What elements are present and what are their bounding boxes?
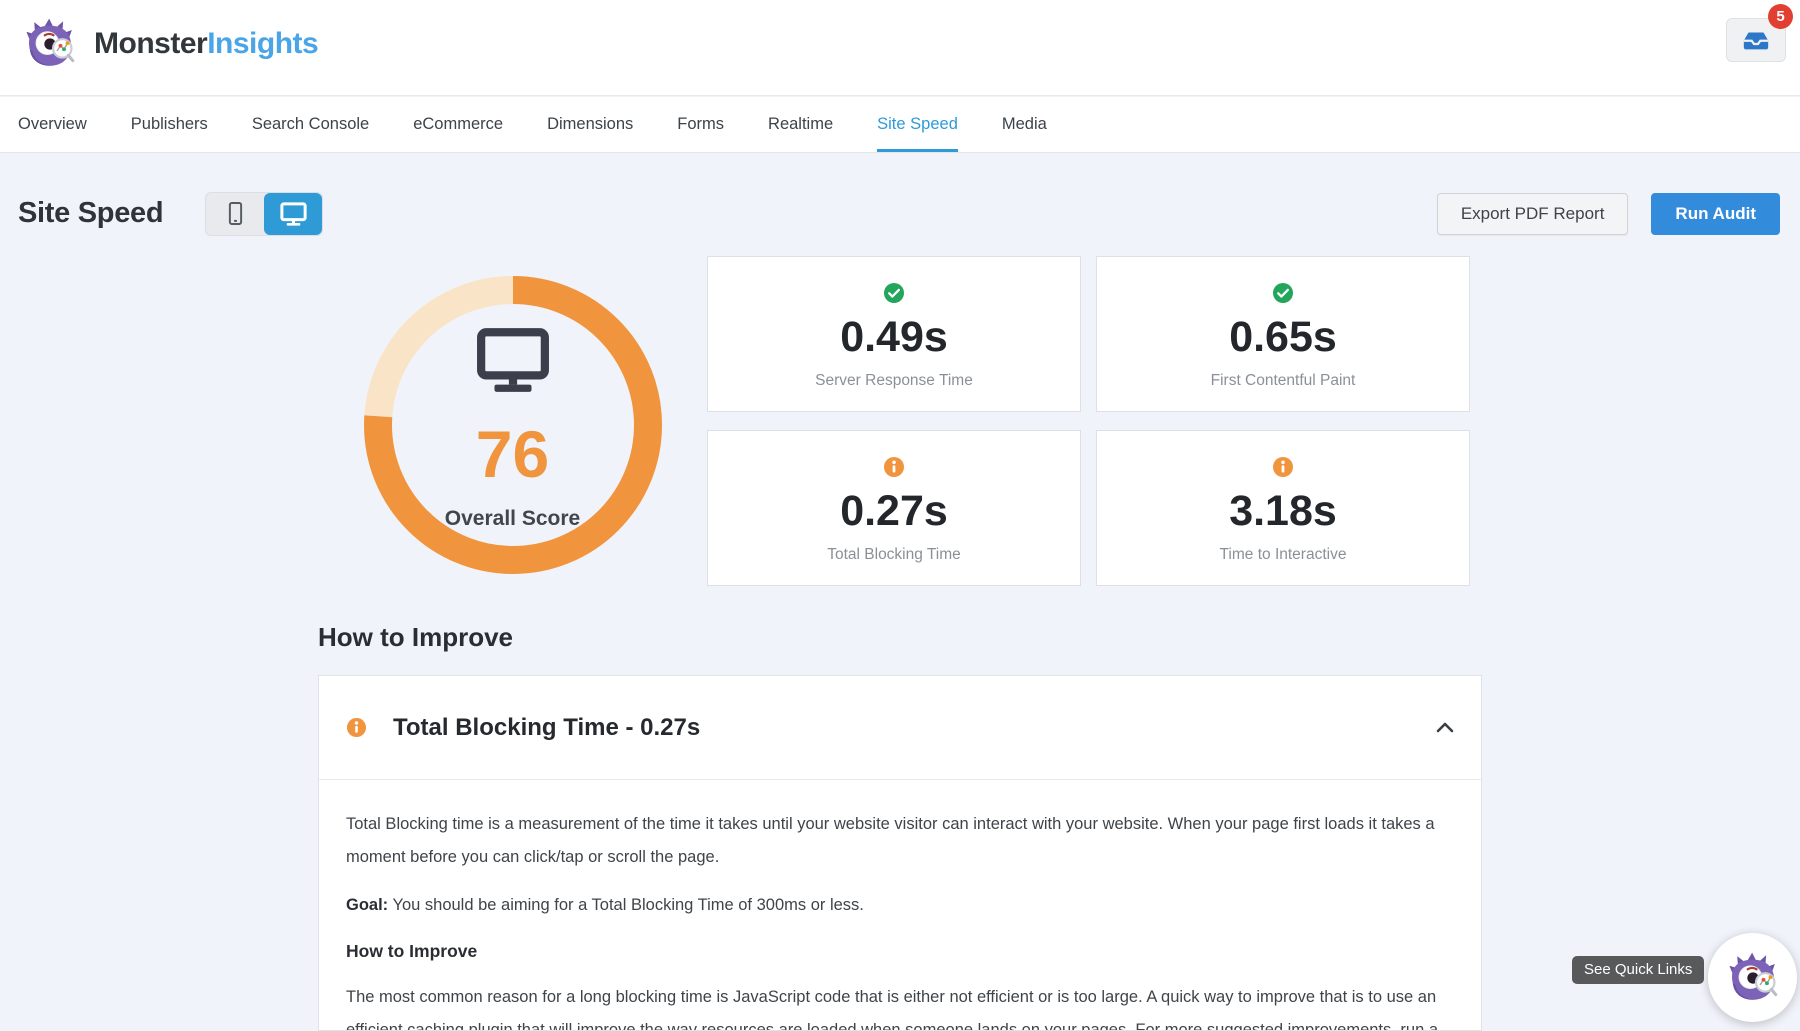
metric-label: Server Response Time: [815, 371, 973, 389]
inbox-icon: [1741, 29, 1771, 52]
brand-word-primary: Monster: [94, 27, 208, 60]
desktop-monitor-icon: [280, 202, 307, 226]
metric-label: First Contentful Paint: [1210, 371, 1356, 389]
metric-card-time-to-interactive: 3.18s Time to Interactive: [1096, 430, 1470, 586]
overall-score-value: 76: [475, 417, 550, 491]
info-circle-icon: [883, 456, 905, 478]
score-ring: [363, 276, 662, 574]
app-header: MonsterInsights 5: [0, 0, 1800, 96]
device-toggle: [205, 191, 324, 236]
metric-value: 0.49s: [840, 313, 948, 362]
site-speed-overview: 76 Overall Score 0.49s Server Response T…: [318, 256, 1482, 586]
notification-count-badge: 5: [1768, 4, 1793, 29]
quick-links-button[interactable]: [1708, 933, 1797, 1022]
metric-label: Total Blocking Time: [827, 545, 961, 563]
tab-ecommerce[interactable]: eCommerce: [413, 115, 504, 133]
desktop-monitor-icon: [476, 327, 550, 393]
desktop-toggle-button[interactable]: [264, 192, 323, 235]
accordion-title: Total Blocking Time - 0.27s: [393, 713, 701, 741]
tab-dimensions[interactable]: Dimensions: [547, 115, 634, 133]
tab-overview[interactable]: Overview: [18, 115, 87, 133]
metric-card-server-response: 0.49s Server Response Time: [707, 256, 1081, 412]
brand-word-secondary: Insights: [207, 27, 319, 60]
check-circle-icon: [1272, 282, 1294, 304]
monsterinsights-mascot-icon: [1725, 950, 1781, 1006]
brand-wordmark: MonsterInsights: [94, 27, 319, 61]
panel-goal: Goal: You should be aiming for a Total B…: [346, 889, 1454, 922]
accordion-body: Total Blocking time is a measurement of …: [319, 780, 1481, 1031]
panel-paragraph: Total Blocking time is a measurement of …: [346, 815, 1435, 866]
tab-search-console[interactable]: Search Console: [251, 115, 370, 133]
report-nav: Overview Publishers Search Console eComm…: [0, 97, 1800, 153]
tab-realtime[interactable]: Realtime: [768, 115, 834, 133]
accordion-header[interactable]: Total Blocking Time - 0.27s: [319, 676, 1481, 780]
metric-label: Time to Interactive: [1219, 545, 1347, 563]
metric-value: 0.65s: [1229, 313, 1337, 362]
mobile-toggle-button[interactable]: [206, 193, 264, 235]
monsterinsights-logo-icon: [22, 16, 78, 72]
info-circle-icon: [1272, 456, 1294, 478]
tab-media[interactable]: Media: [1001, 115, 1047, 133]
goal-label: Goal:: [346, 896, 389, 914]
metric-card-total-blocking-time: 0.27s Total Blocking Time: [707, 430, 1081, 586]
chevron-up-icon: [1436, 722, 1454, 733]
mobile-phone-icon: [228, 201, 243, 226]
tab-site-speed[interactable]: Site Speed: [877, 97, 958, 152]
tab-forms[interactable]: Forms: [677, 115, 725, 133]
export-pdf-button[interactable]: Export PDF Report: [1436, 192, 1629, 235]
page-toolbar: Site Speed Export PDF Report Run Audit: [18, 191, 1780, 236]
overall-score-label: Overall Score: [444, 507, 581, 530]
how-to-improve-heading: How to Improve: [318, 622, 514, 652]
metric-value: 0.27s: [840, 487, 948, 536]
score-ring-progress: [363, 276, 662, 574]
panel-subheading: How to Improve: [346, 941, 478, 961]
overall-score-gauge: 76 Overall Score: [363, 275, 663, 575]
goal-text: You should be aiming for a Total Blockin…: [392, 896, 864, 914]
brand: MonsterInsights: [22, 16, 319, 72]
check-circle-icon: [883, 282, 905, 304]
total-blocking-time-panel: Total Blocking Time - 0.27s Total Blocki…: [318, 675, 1482, 1031]
quick-links-tooltip: See Quick Links: [1572, 956, 1705, 984]
page-title: Site Speed: [18, 197, 164, 229]
metric-card-first-contentful-paint: 0.65s First Contentful Paint: [1096, 256, 1470, 412]
tab-publishers[interactable]: Publishers: [130, 115, 208, 133]
panel-paragraph: The most common reason for a long blocki…: [346, 988, 1439, 1031]
overall-score-column: 76 Overall Score: [318, 256, 707, 586]
collapse-button[interactable]: [1436, 722, 1454, 733]
metric-cards: 0.49s Server Response Time 0.65s First C…: [707, 256, 1482, 586]
info-circle-icon: [346, 717, 367, 738]
toolbar-actions: Export PDF Report Run Audit: [1436, 192, 1780, 235]
metric-value: 3.18s: [1229, 487, 1337, 536]
run-audit-button[interactable]: Run Audit: [1651, 192, 1780, 235]
